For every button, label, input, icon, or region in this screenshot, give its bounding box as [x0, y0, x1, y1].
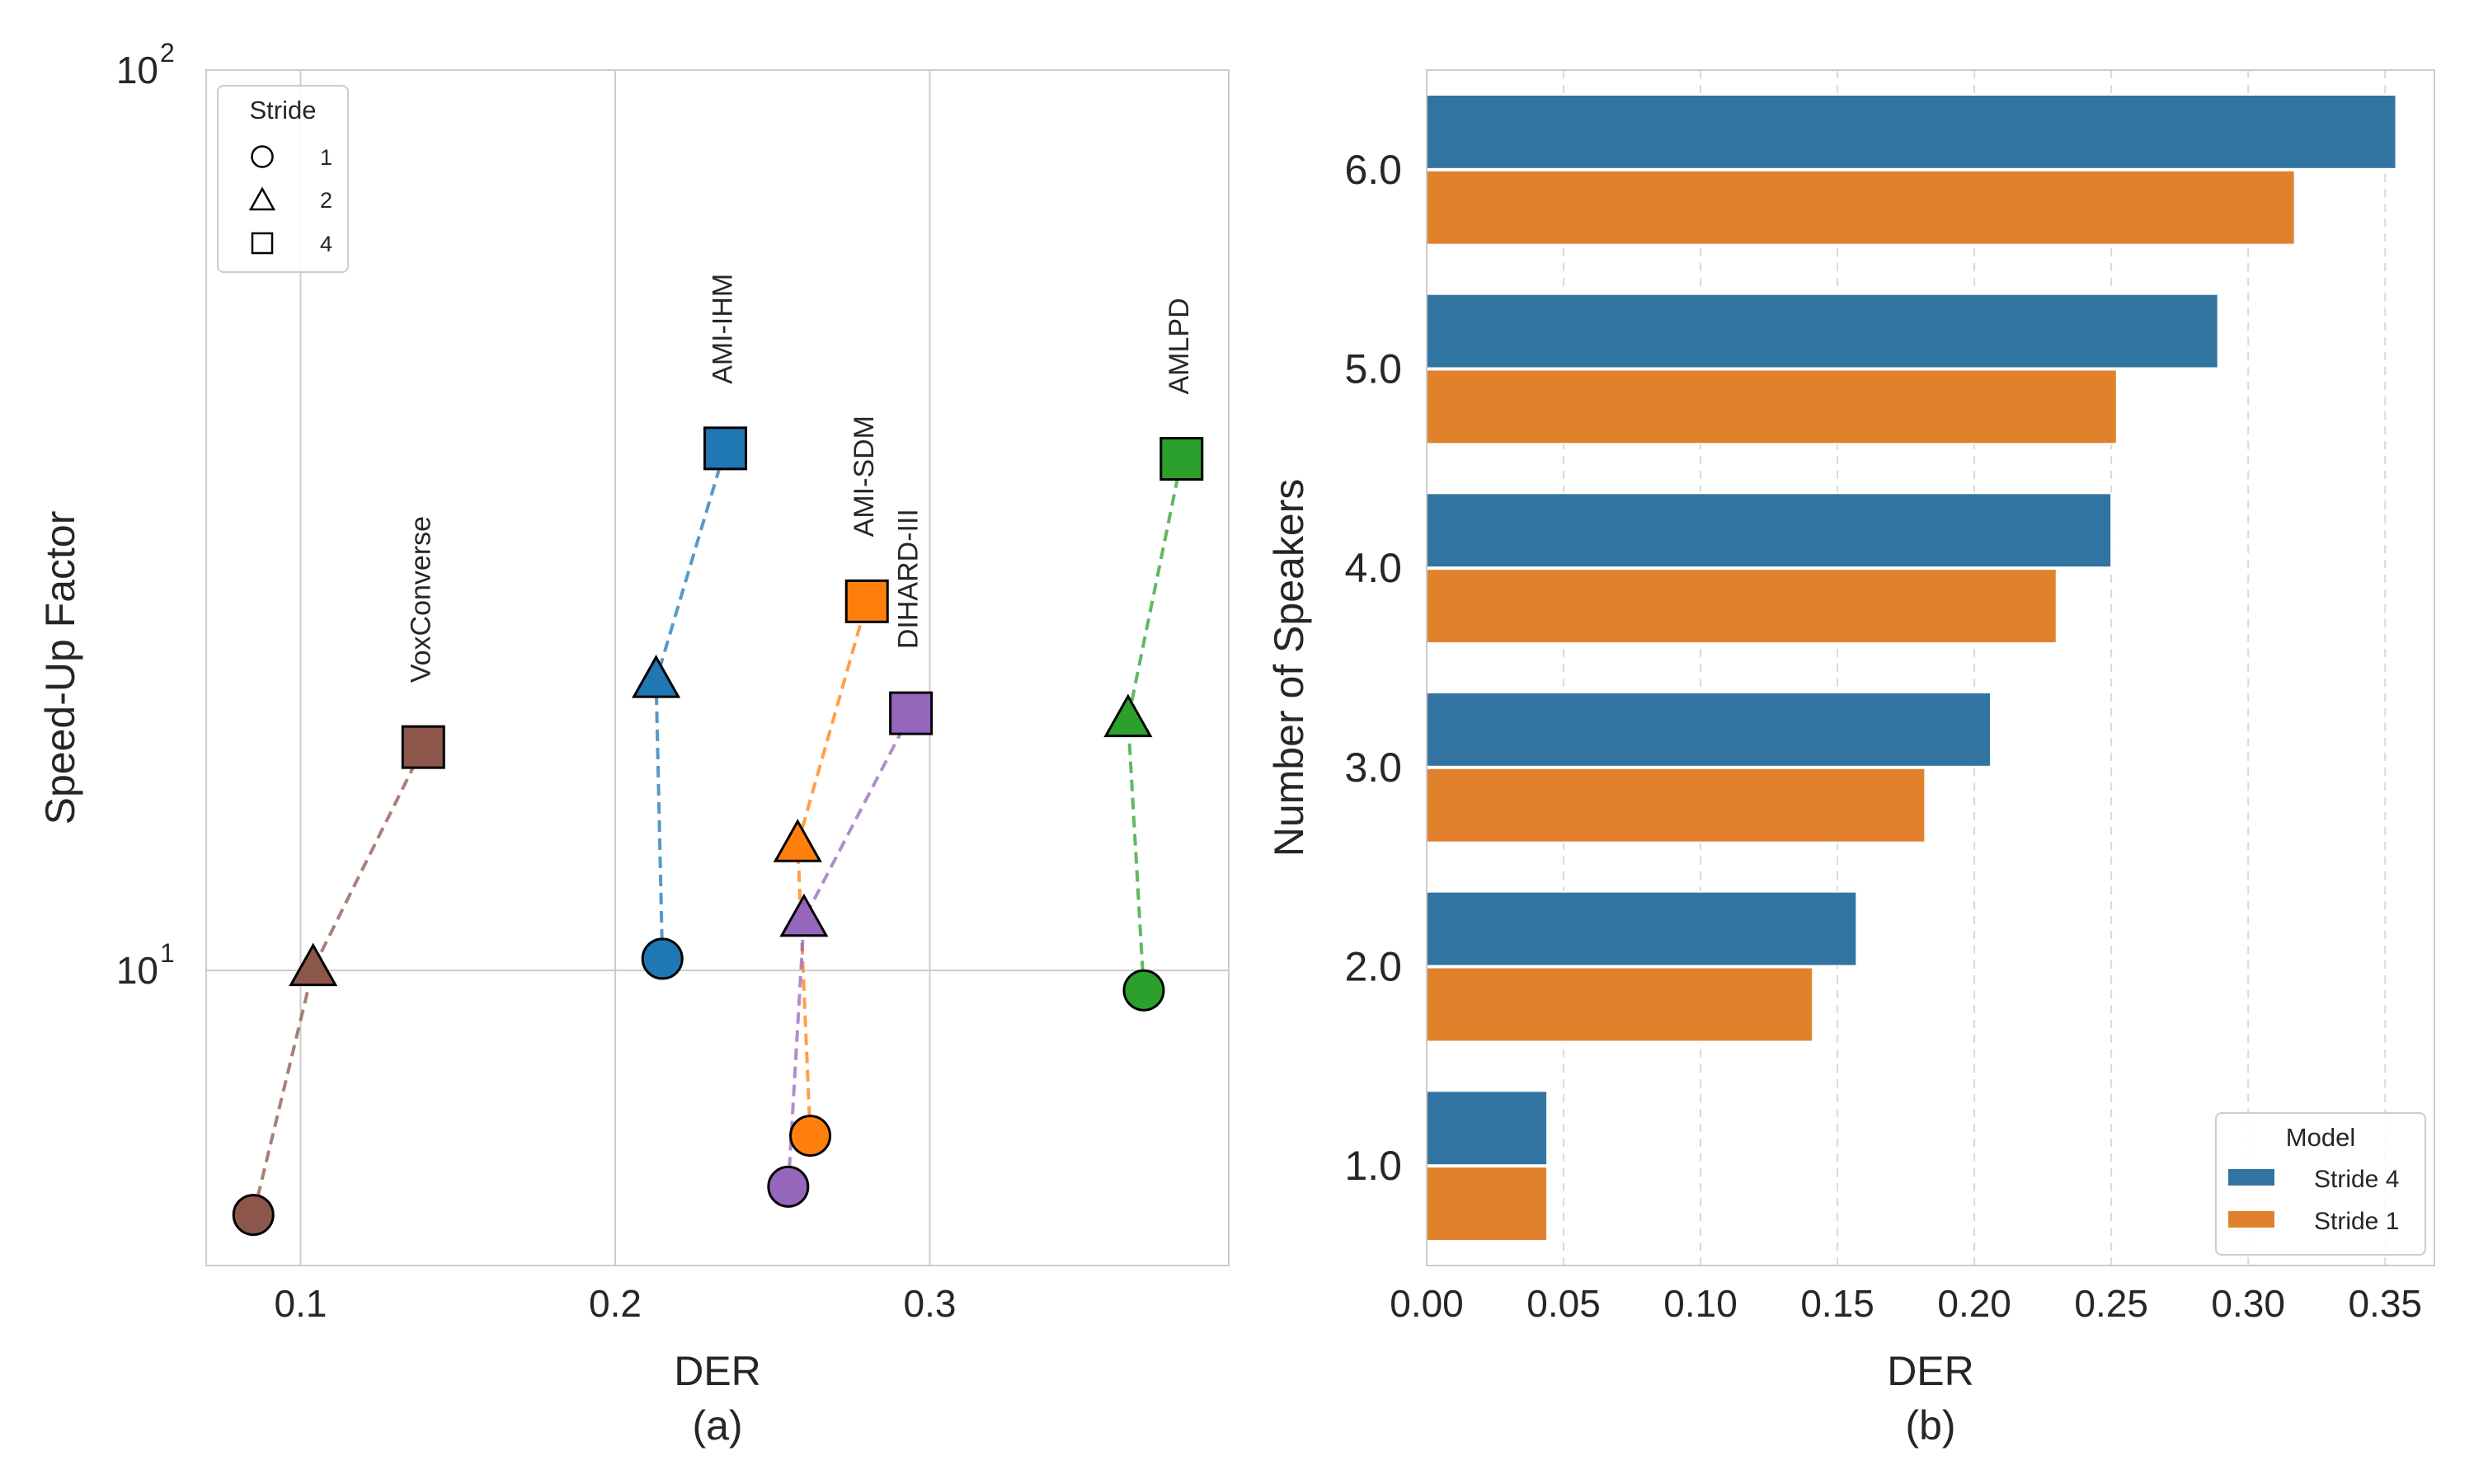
- a-point-dihard-iii-stride-1: [767, 1165, 810, 1208]
- b-legend-label-stride1: Stride 1: [2314, 1208, 2399, 1235]
- b-x-tick-label: 0.15: [1800, 1282, 1874, 1325]
- a-series-labels: VoxConverse AMI-IHM AMI-SDM DIHARD-III AMLPD: [405, 274, 1195, 683]
- a-point-amlpd-stride-2: [1103, 693, 1153, 738]
- a-legend: Stride 1 2 4: [217, 85, 349, 273]
- b-x-tick-labels: 0.00 0.05 0.10 0.15 0.20 0.25 0.30 0.35: [1390, 1282, 2422, 1325]
- b-y-tick-label: 5.0: [1344, 346, 1402, 392]
- b-gridlines: [1563, 70, 2387, 1266]
- b-bar-stride-1-speakers-2-0: [1426, 966, 1814, 1043]
- b-bar-stride-4-speakers-6-0: [1426, 94, 2397, 170]
- a-x-tick-label: 0.1: [274, 1282, 327, 1325]
- circle-marker-icon: [251, 145, 274, 168]
- triangle-marker-icon: [248, 186, 276, 211]
- b-plot-frame: [1426, 69, 2435, 1266]
- a-point-dihard-iii-stride-2: [779, 893, 829, 937]
- a-y-axis-label: Speed-Up Factor: [37, 511, 83, 825]
- a-point-voxconverse-stride-2: [289, 942, 338, 987]
- b-bar-stride-4-speakers-1-0: [1426, 1090, 1549, 1167]
- b-x-axis-label: DER: [1887, 1348, 1974, 1394]
- a-series-line-dihard-iii: [786, 712, 913, 1187]
- b-x-tick-label: 0.10: [1663, 1282, 1738, 1325]
- a-x-tick-label: 0.2: [589, 1282, 642, 1325]
- b-x-tick-label: 0.20: [1937, 1282, 2011, 1325]
- a-series-label-amlpd: AMLPD: [1164, 298, 1195, 394]
- b-bar-stride-1-speakers-6-0: [1426, 169, 2296, 246]
- b-bar-stride-1-speakers-3-0: [1426, 767, 1926, 843]
- b-y-tick-label: 6.0: [1344, 147, 1402, 193]
- b-x-tick-label: 0.35: [2348, 1282, 2422, 1325]
- b-y-tick-label: 4.0: [1344, 545, 1402, 591]
- b-y-tick-label: 1.0: [1344, 1143, 1402, 1189]
- a-point-voxconverse-stride-4: [401, 725, 445, 769]
- a-point-voxconverse-stride-1: [232, 1194, 275, 1237]
- a-point-ami-sdm-stride-2: [773, 819, 822, 862]
- b-y-axis-label: Number of Speakers: [1266, 479, 1312, 857]
- a-panel-label: (a): [692, 1402, 742, 1449]
- b-bar-stride-4-speakers-4-0: [1426, 492, 2113, 569]
- panel-b-bar: 0.00 0.05 0.10 0.15 0.20 0.25 0.30 0.35 6.0 5.0 4…: [1266, 69, 2435, 1449]
- a-point-ami-sdm-stride-1: [789, 1115, 832, 1158]
- a-point-ami-ihm-stride-4: [703, 426, 748, 471]
- square-marker-icon: [251, 232, 274, 255]
- a-point-ami-ihm-stride-1: [641, 937, 684, 980]
- b-legend: Model Stride 4 Stride 1: [2215, 1112, 2426, 1256]
- b-x-tick-label: 0.25: [2074, 1282, 2148, 1325]
- b-y-tick-label: 3.0: [1344, 744, 1402, 791]
- b-bar-stride-4-speakers-5-0: [1426, 293, 2219, 369]
- b-legend-swatch-stride4: [2228, 1169, 2274, 1186]
- a-x-tick-label: 0.3: [904, 1282, 957, 1325]
- panel-a-scatter: VoxConverse AMI-IHM AMI-SDM DIHARD-III AMLPD…: [37, 38, 1230, 1449]
- b-bar-stride-1-speakers-4-0: [1426, 568, 2058, 645]
- b-bar-stride-1-speakers-1-0: [1426, 1166, 1549, 1242]
- a-y-tick-base: 10: [116, 949, 158, 992]
- a-legend-label-4: 4: [320, 232, 332, 256]
- b-x-tick-label: 0.05: [1526, 1282, 1601, 1325]
- a-series-line-voxconverse: [252, 746, 426, 1216]
- a-x-axis-label: DER: [674, 1348, 761, 1394]
- a-point-amlpd-stride-4: [1159, 437, 1204, 481]
- a-legend-box: [217, 85, 349, 273]
- b-panel-label: (b): [1905, 1402, 1955, 1449]
- b-legend-label-stride4: Stride 4: [2314, 1166, 2399, 1193]
- b-bar-stride-4-speakers-3-0: [1426, 692, 1992, 768]
- a-legend-label-2: 2: [320, 188, 332, 213]
- b-x-tick-label: 0.00: [1390, 1282, 1464, 1325]
- a-x-tick-labels: 0.1 0.2 0.3: [274, 1282, 956, 1325]
- b-y-tick-labels: 6.0 5.0 4.0 3.0 2.0 1.0: [1344, 147, 1402, 1189]
- a-legend-label-1: 1: [320, 145, 332, 170]
- a-series-label-voxconverse: VoxConverse: [405, 516, 436, 683]
- a-y-tick-base: 10: [116, 49, 158, 92]
- b-legend-title: Model: [2286, 1123, 2355, 1152]
- b-y-tick-label: 2.0: [1344, 944, 1402, 990]
- b-x-tick-label: 0.30: [2211, 1282, 2285, 1325]
- a-legend-title: Stride: [250, 96, 317, 124]
- b-bar-stride-4-speakers-2-0: [1426, 890, 1858, 967]
- b-bar-stride-1-speakers-5-0: [1426, 369, 2118, 445]
- a-series-label-dihard-iii: DIHARD-III: [893, 509, 924, 649]
- a-point-ami-sdm-stride-4: [844, 579, 889, 623]
- a-data-points: [232, 426, 1204, 1237]
- b-legend-swatch-stride1: [2228, 1211, 2274, 1228]
- a-plot-frame: [205, 69, 1230, 1266]
- a-series-label-ami-ihm: AMI-IHM: [708, 274, 739, 384]
- b-bars: [1426, 94, 2397, 1242]
- a-y-tick-exponent: 1: [160, 938, 175, 968]
- a-y-tick-exponent: 2: [160, 38, 175, 68]
- a-point-amlpd-stride-1: [1122, 969, 1165, 1012]
- a-series-label-ami-sdm: AMI-SDM: [849, 416, 880, 537]
- a-point-dihard-iii-stride-4: [889, 691, 934, 735]
- a-point-ami-ihm-stride-2: [632, 655, 681, 698]
